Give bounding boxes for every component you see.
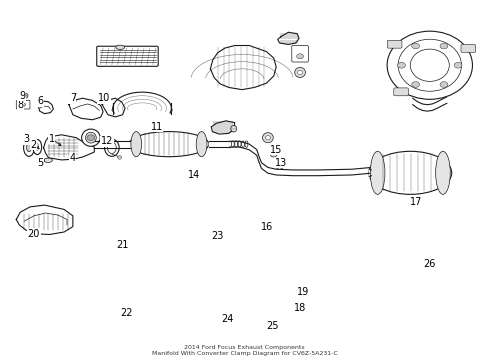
Ellipse shape (369, 151, 384, 194)
Text: 2014 Ford Focus Exhaust Components
Manifold With Converter Clamp Diagram for CV6: 2014 Ford Focus Exhaust Components Manif… (151, 345, 337, 356)
Ellipse shape (26, 144, 31, 152)
Ellipse shape (43, 158, 52, 162)
FancyBboxPatch shape (393, 88, 407, 96)
Polygon shape (69, 98, 103, 120)
Text: 19: 19 (296, 287, 308, 297)
Text: 4: 4 (70, 153, 76, 163)
Polygon shape (16, 205, 73, 234)
Text: 21: 21 (116, 240, 128, 250)
Ellipse shape (270, 151, 277, 157)
Ellipse shape (116, 45, 124, 49)
Ellipse shape (23, 139, 34, 156)
Ellipse shape (104, 139, 119, 156)
Ellipse shape (297, 70, 302, 75)
Polygon shape (229, 141, 370, 176)
FancyBboxPatch shape (460, 44, 475, 52)
Ellipse shape (85, 132, 96, 143)
FancyBboxPatch shape (386, 40, 401, 48)
Polygon shape (38, 101, 53, 114)
Ellipse shape (262, 133, 273, 143)
Ellipse shape (275, 162, 283, 169)
Ellipse shape (118, 156, 122, 159)
FancyBboxPatch shape (97, 46, 158, 66)
Ellipse shape (129, 132, 208, 157)
FancyBboxPatch shape (16, 100, 30, 109)
Ellipse shape (22, 93, 28, 98)
Text: 14: 14 (187, 170, 200, 180)
Text: 7: 7 (70, 93, 76, 103)
Text: 24: 24 (220, 314, 233, 324)
Text: 1: 1 (49, 134, 55, 144)
Ellipse shape (294, 67, 305, 77)
Ellipse shape (435, 151, 449, 194)
Circle shape (411, 43, 419, 49)
Ellipse shape (81, 129, 100, 146)
Text: 5: 5 (38, 158, 44, 168)
Text: 3: 3 (23, 135, 29, 144)
Ellipse shape (230, 126, 236, 132)
Circle shape (296, 54, 303, 59)
Ellipse shape (386, 31, 471, 99)
Polygon shape (210, 45, 276, 90)
Ellipse shape (24, 95, 26, 97)
Text: 12: 12 (101, 136, 113, 146)
Ellipse shape (196, 132, 206, 157)
Polygon shape (43, 135, 94, 160)
Ellipse shape (265, 135, 270, 140)
Text: 26: 26 (423, 259, 435, 269)
Circle shape (453, 62, 461, 68)
Text: 10: 10 (98, 93, 110, 103)
Ellipse shape (368, 151, 451, 194)
Text: 16: 16 (260, 222, 272, 232)
Polygon shape (277, 32, 299, 44)
Text: 18: 18 (293, 303, 305, 314)
Ellipse shape (277, 164, 281, 167)
Text: 13: 13 (274, 158, 286, 168)
Circle shape (411, 82, 419, 87)
Circle shape (439, 82, 447, 87)
Ellipse shape (131, 132, 142, 157)
Text: 25: 25 (266, 321, 279, 331)
Circle shape (439, 43, 447, 49)
Circle shape (20, 103, 25, 107)
Text: 6: 6 (38, 96, 43, 106)
Text: 9: 9 (19, 91, 25, 101)
FancyBboxPatch shape (291, 45, 308, 62)
Text: 15: 15 (269, 144, 281, 154)
Polygon shape (102, 98, 125, 117)
Text: 17: 17 (409, 197, 422, 207)
Text: 23: 23 (211, 231, 223, 240)
Polygon shape (211, 121, 234, 134)
Text: 8: 8 (17, 100, 23, 110)
Circle shape (87, 135, 95, 140)
Text: 11: 11 (150, 122, 163, 132)
Ellipse shape (33, 139, 41, 154)
Text: 22: 22 (120, 309, 132, 318)
Text: 20: 20 (28, 229, 40, 239)
Circle shape (397, 62, 405, 68)
Text: 2: 2 (31, 140, 37, 150)
